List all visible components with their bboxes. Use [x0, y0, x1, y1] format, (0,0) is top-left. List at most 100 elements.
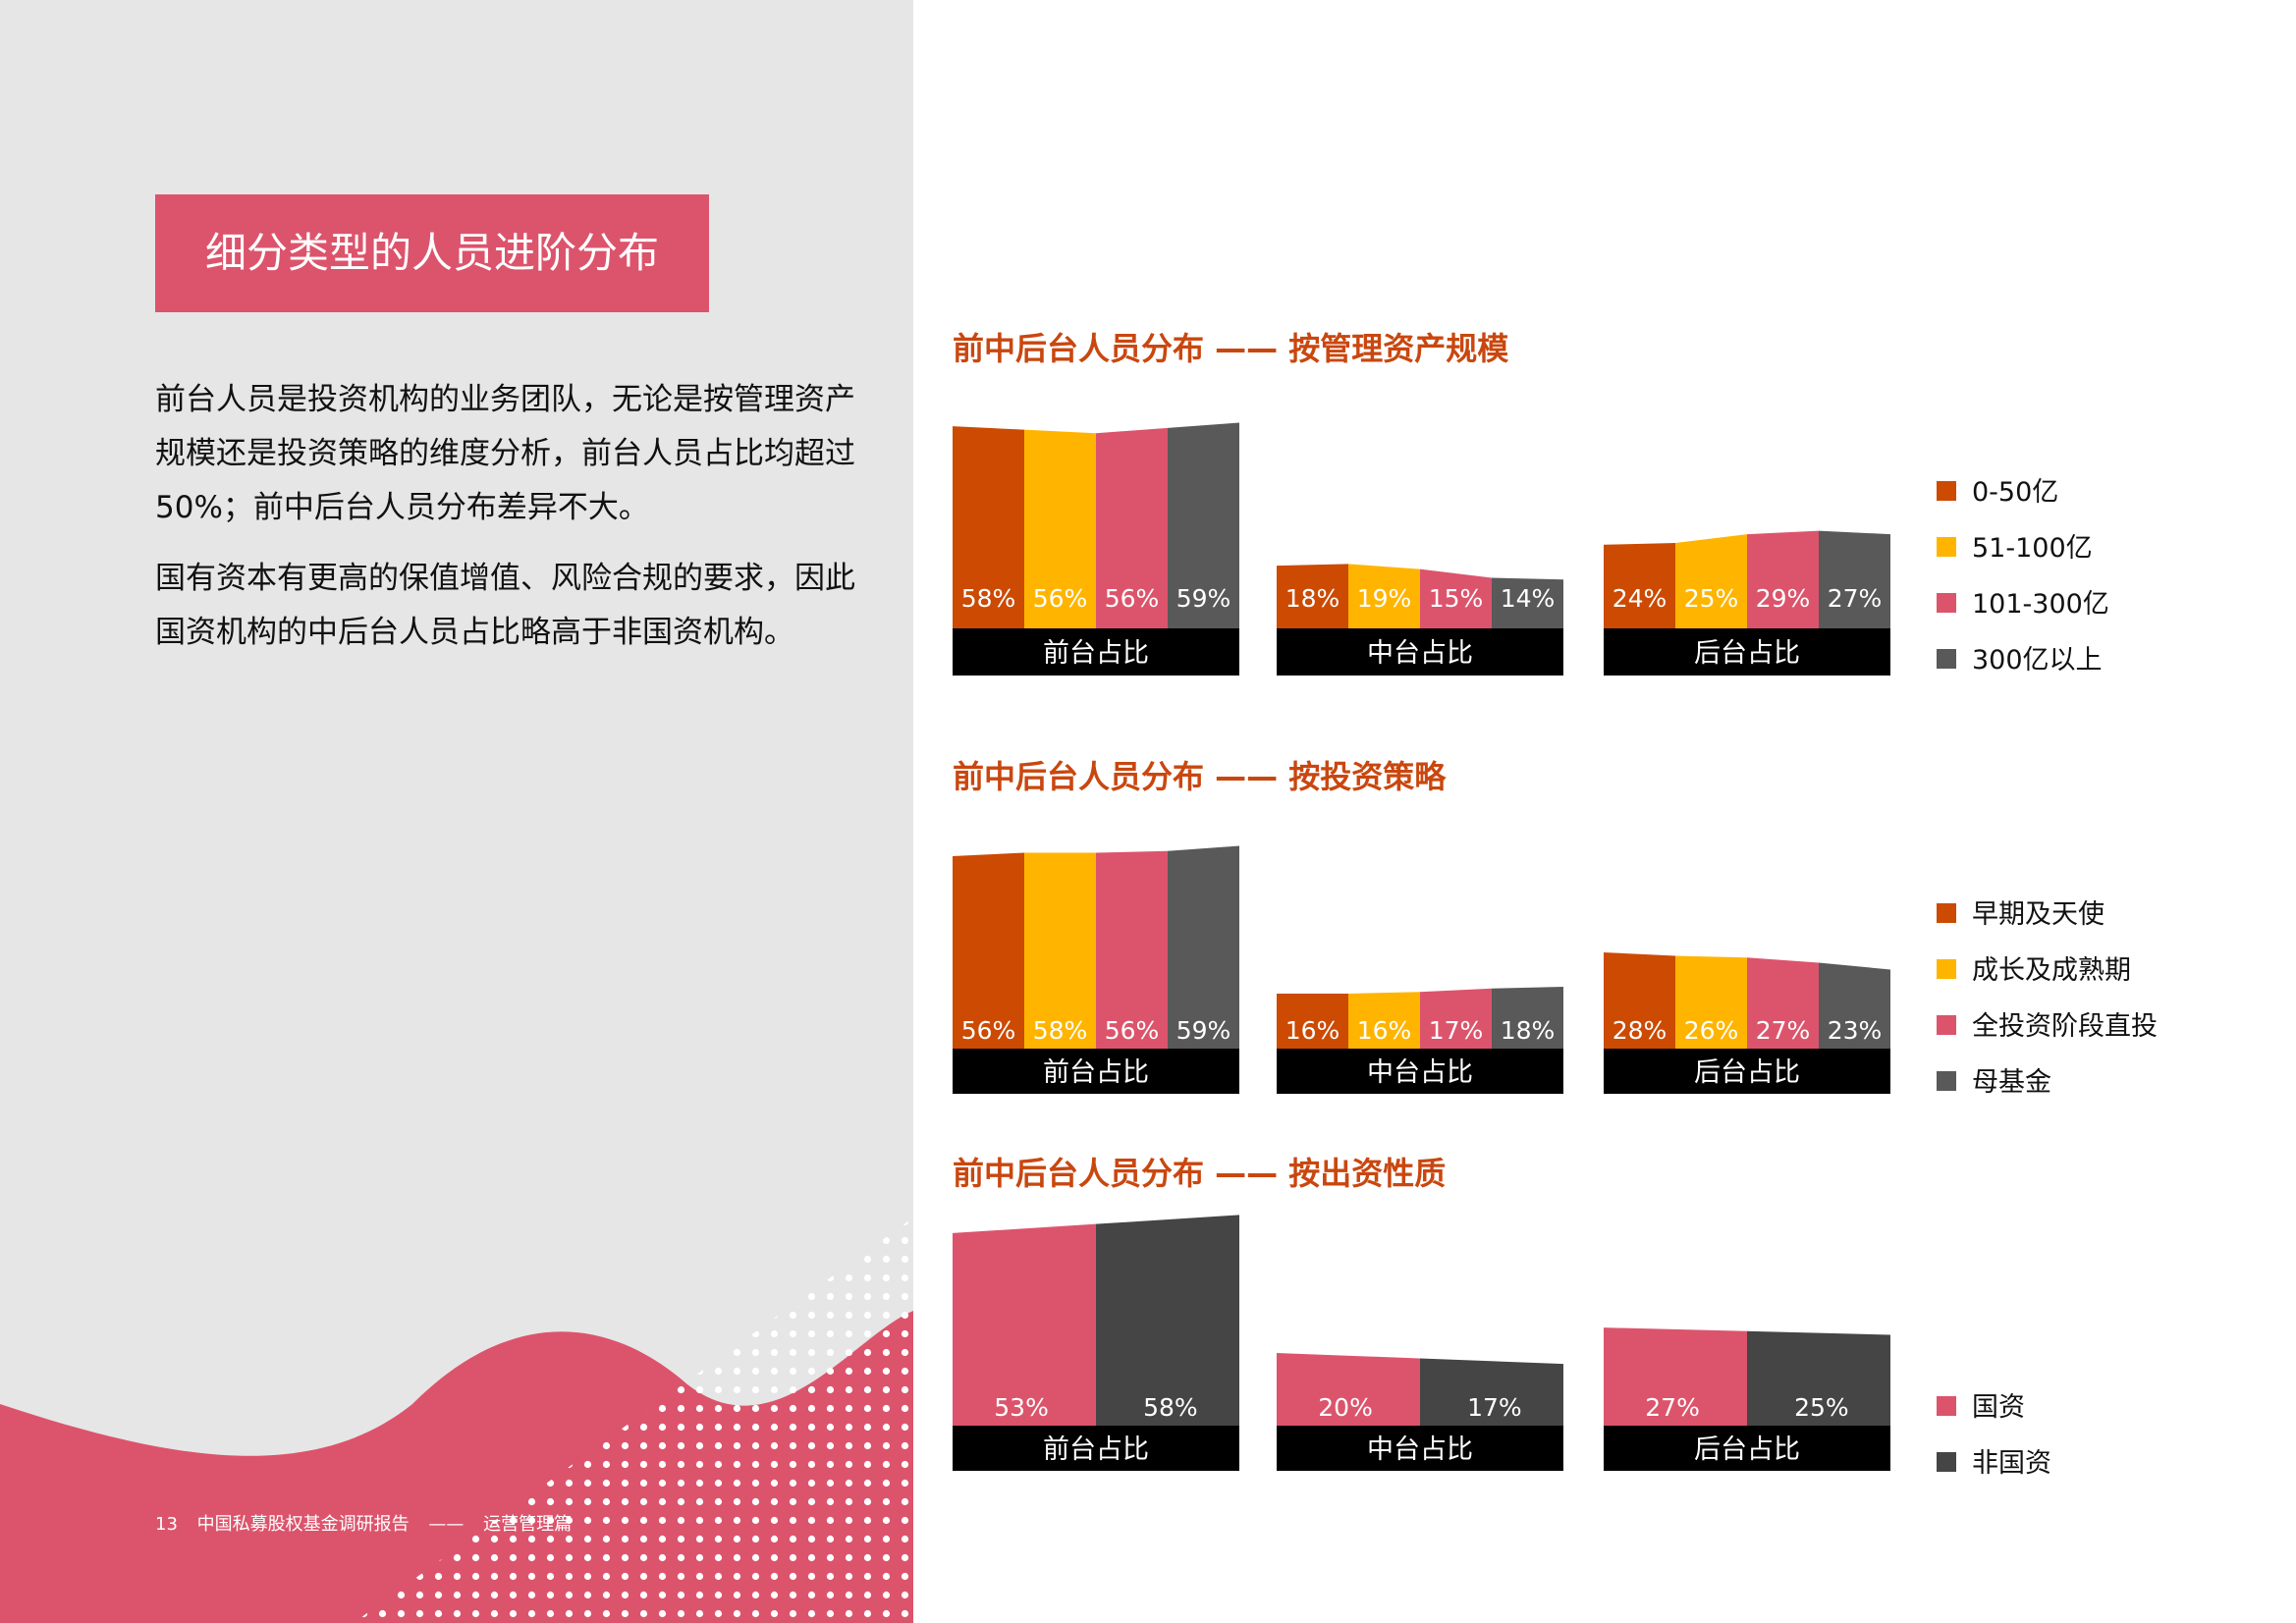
legend-swatch-0-2 [1937, 593, 1956, 613]
data-label-1-1-3: 18% [1501, 1016, 1556, 1045]
decorative-wave [0, 1217, 913, 1623]
area-segment-1-2-1 [1675, 955, 1747, 1049]
data-label-2-1-0: 20% [1318, 1393, 1373, 1422]
legend-label-1-0: 早期及天使 [1972, 899, 2105, 930]
data-label-1-1-0: 16% [1285, 1016, 1340, 1045]
legend-swatch-1-3 [1937, 1071, 1956, 1091]
area-segment-1-2-0 [1604, 952, 1675, 1049]
area-segment-0-2-0 [1604, 543, 1675, 628]
area-segment-0-0-3 [1168, 422, 1239, 628]
data-label-2-0-0: 53% [994, 1393, 1049, 1422]
data-label-2-1-1: 17% [1467, 1393, 1522, 1422]
chart-title-strategy: 前中后台人员分布 —— 按投资策略 [953, 758, 1447, 795]
area-segment-0-0-2 [1096, 427, 1168, 628]
legend-swatch-2-1 [1937, 1452, 1956, 1472]
legend-label-0-0: 0-50亿 [1972, 477, 2058, 508]
data-label-1-1-2: 17% [1429, 1016, 1484, 1045]
chart-title-capital: 前中后台人员分布 —— 按出资性质 [953, 1155, 1447, 1192]
chart-title-aum: 前中后台人员分布 —— 按管理资产规模 [953, 330, 1509, 367]
data-label-1-1-1: 16% [1357, 1016, 1412, 1045]
area-segment-0-1-3 [1492, 577, 1563, 628]
legend-swatch-0-0 [1937, 481, 1956, 501]
data-label-0-0-3: 59% [1176, 584, 1231, 613]
category-band-2-0 [953, 1426, 1239, 1471]
category-label-0-1: 中台占比 [1367, 638, 1473, 669]
data-label-1-0-0: 56% [961, 1016, 1016, 1045]
dot-pattern [354, 1217, 913, 1623]
data-label-0-0-2: 56% [1105, 584, 1160, 613]
footer: 13 中国私募股权基金调研报告 —— 运营管理篇 [155, 1510, 585, 1536]
data-label-0-2-0: 24% [1613, 584, 1667, 613]
legend-label-0-3: 300亿以上 [1972, 645, 2103, 676]
section-name: 运营管理篇 [483, 1514, 573, 1535]
data-label-0-2-3: 27% [1828, 584, 1883, 613]
data-label-0-1-0: 18% [1285, 584, 1340, 613]
legend-swatch-0-1 [1937, 537, 1956, 557]
page-number: 13 [155, 1514, 178, 1535]
data-label-1-0-3: 59% [1176, 1016, 1231, 1045]
area-segment-2-2-1 [1747, 1330, 1890, 1426]
category-label-1-1: 中台占比 [1367, 1057, 1473, 1088]
data-label-1-2-0: 28% [1613, 1016, 1667, 1045]
category-label-0-2: 后台占比 [1694, 638, 1800, 669]
area-segment-2-2-0 [1604, 1327, 1747, 1426]
legend-label-1-1: 成长及成熟期 [1972, 955, 2131, 986]
category-label-2-1: 中台占比 [1367, 1434, 1473, 1465]
area-segment-1-1-1 [1348, 992, 1420, 1049]
area-segment-1-0-1 [1024, 852, 1096, 1049]
data-label-0-2-2: 29% [1756, 584, 1811, 613]
left-panel: 细分类型的人员进阶分布 前台人员是投资机构的业务团队，无论是按管理资产规模还是投… [0, 0, 913, 1623]
data-label-1-2-1: 26% [1684, 1016, 1739, 1045]
report-name: 中国私募股权基金调研报告 [196, 1514, 410, 1535]
area-segment-2-0-0 [953, 1223, 1096, 1426]
category-band-1-1 [1277, 1049, 1563, 1094]
area-segment-0-2-1 [1675, 534, 1747, 628]
data-label-0-0-1: 56% [1033, 584, 1088, 613]
paragraph-1: 前台人员是投资机构的业务团队，无论是按管理资产规模还是投资策略的维度分析，前台人… [155, 382, 855, 525]
area-segment-1-2-3 [1819, 962, 1890, 1049]
area-segment-0-1-1 [1348, 564, 1420, 628]
area-segment-1-0-3 [1168, 845, 1239, 1049]
legend-swatch-2-0 [1937, 1396, 1956, 1416]
legend-swatch-1-1 [1937, 959, 1956, 979]
category-band-0-0 [953, 628, 1239, 676]
data-label-0-0-0: 58% [961, 584, 1016, 613]
category-band-2-2 [1604, 1426, 1890, 1471]
data-label-0-2-1: 25% [1684, 584, 1739, 613]
area-segment-0-1-0 [1277, 564, 1348, 628]
data-label-1-2-2: 27% [1756, 1016, 1811, 1045]
legend-label-0-2: 101-300亿 [1972, 589, 2109, 620]
category-label-2-0: 前台占比 [1043, 1434, 1149, 1465]
category-band-1-2 [1604, 1049, 1890, 1094]
legend-label-1-3: 母基金 [1972, 1067, 2051, 1098]
legend-label-2-0: 国资 [1972, 1392, 2025, 1423]
legend-label-0-1: 51-100亿 [1972, 533, 2093, 564]
area-segment-2-1-1 [1420, 1358, 1563, 1426]
category-band-0-1 [1277, 628, 1563, 676]
data-label-0-1-2: 15% [1429, 584, 1484, 613]
area-segment-2-0-1 [1096, 1215, 1239, 1426]
area-segment-1-1-3 [1492, 987, 1563, 1049]
category-band-1-0 [953, 1049, 1239, 1094]
category-label-0-0: 前台占比 [1043, 638, 1149, 669]
area-segment-0-0-1 [1024, 429, 1096, 628]
category-label-1-0: 前台占比 [1043, 1057, 1149, 1088]
area-segment-2-1-0 [1277, 1353, 1420, 1426]
data-label-1-2-3: 23% [1828, 1016, 1883, 1045]
category-label-1-2: 后台占比 [1694, 1057, 1800, 1088]
legend-swatch-1-2 [1937, 1015, 1956, 1035]
data-label-2-0-1: 58% [1143, 1393, 1198, 1422]
area-segment-1-1-2 [1420, 988, 1492, 1049]
paragraph-2: 国有资本有更高的保值增值、风险合规的要求，因此国资机构的中后台人员占比略高于非国… [155, 561, 855, 650]
area-segment-1-1-0 [1277, 994, 1348, 1049]
area-segment-0-2-3 [1819, 530, 1890, 628]
data-label-0-1-1: 19% [1357, 584, 1412, 613]
page-title: 细分类型的人员进阶分布 [155, 194, 709, 312]
legend-label-1-2: 全投资阶段直投 [1972, 1011, 2158, 1042]
data-label-1-0-1: 58% [1033, 1016, 1088, 1045]
area-segment-0-1-2 [1420, 568, 1492, 628]
category-label-2-2: 后台占比 [1694, 1434, 1800, 1465]
category-band-0-2 [1604, 628, 1890, 676]
area-segment-1-0-0 [953, 852, 1024, 1049]
